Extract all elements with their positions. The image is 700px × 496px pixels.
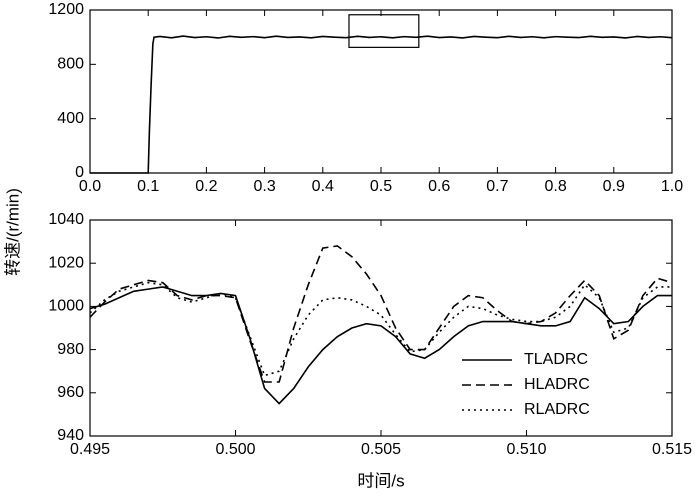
x-tick-label: 0.505	[361, 441, 401, 458]
y-tick-label: 1000	[48, 298, 84, 315]
y-tick-label: 960	[57, 384, 84, 401]
y-tick-label: 1020	[48, 254, 84, 271]
y-axis-label: 转速/(r/min)	[3, 188, 22, 276]
x-tick-label: 0.510	[506, 441, 546, 458]
legend-label: HLADRC	[524, 376, 590, 393]
data-line	[89, 286, 672, 405]
data-line	[89, 245, 673, 383]
y-tick-label: 0	[75, 164, 84, 181]
x-tick-label: 0.500	[215, 441, 255, 458]
x-tick-label: 0.515	[652, 441, 692, 458]
x-tick-label: 0.4	[312, 178, 334, 195]
x-tick-label: 0.8	[544, 178, 566, 195]
plot-frame	[89, 9, 673, 174]
x-tick-label: 0.9	[603, 178, 625, 195]
y-tick-label: 1040	[48, 211, 84, 228]
x-tick-label: 0.6	[428, 178, 450, 195]
zoom-box	[348, 14, 420, 48]
x-tick-label: 0.1	[137, 178, 159, 195]
x-tick-label: 0.2	[195, 178, 217, 195]
x-tick-label: 0.7	[486, 178, 508, 195]
data-line	[90, 35, 673, 174]
y-tick-label: 980	[57, 341, 84, 358]
y-tick-label: 800	[57, 56, 84, 73]
y-tick-label: 400	[57, 110, 84, 127]
x-tick-label: 0.5	[370, 178, 392, 195]
legend-label: RLADRC	[524, 401, 590, 418]
x-tick-label: 0.0	[79, 178, 101, 195]
y-tick-label: 1200	[48, 1, 84, 18]
x-axis-label: 时间/s	[357, 471, 404, 490]
x-tick-label: 0.495	[70, 441, 110, 458]
y-tick-label: 940	[57, 427, 84, 444]
x-tick-label: 0.3	[253, 178, 275, 195]
x-tick-label: 1.0	[661, 178, 683, 195]
legend-label: TLADRC	[524, 351, 588, 368]
